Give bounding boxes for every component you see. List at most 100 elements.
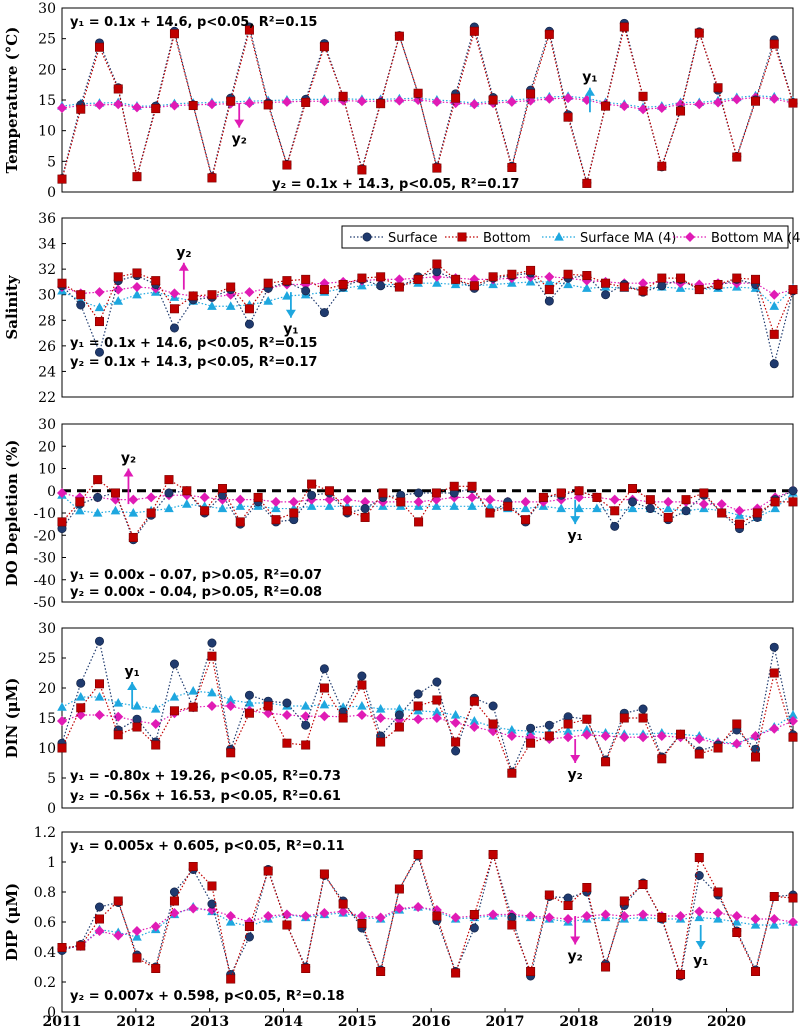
series-bottom [57,22,798,188]
y-tick-label: 0.4 [34,945,56,961]
bottom-ma-point [57,716,67,726]
trend-arrow-head [178,262,189,271]
trend-arrow-label: y₂ [568,767,583,783]
bottom-ma-point [188,903,199,914]
bottom-point [282,160,292,170]
bottom-ma-point [769,914,780,924]
surface-point [628,497,638,507]
surface-point [488,701,498,711]
bottom-point [338,713,348,723]
y-tick-label: 0 [47,1005,56,1021]
surface-ma-point [75,505,85,515]
surface-point [207,899,217,909]
series-bottom-ma [57,271,798,303]
trend-arrow-label: y₂ [568,949,583,965]
surface-ma-line [61,281,794,309]
surface-point [610,521,620,531]
surface-ma-point [469,716,480,725]
y-axis-label: DIN (μM) [3,678,21,759]
bottom-point [582,882,592,892]
surface-line [61,487,794,541]
surface-ma-point [110,505,121,515]
surface-ma-line [61,690,794,744]
panel-din: 0 5 10 15 20 25 30 DIN (μM) y₁ y₂ y₁ = -0.80x + 19… [3,621,798,817]
bottom-point [582,178,592,188]
bottom-point [146,508,156,518]
bottom-point [657,912,667,922]
y-tick-label: 5 [47,771,56,787]
bottom-point [76,290,86,300]
bottom-ma-point [450,717,461,728]
bottom-point [357,918,367,928]
surface-ma-point [788,710,798,719]
y2-trend-arrow: y₂ [121,451,136,505]
bottom-point [488,272,498,282]
bottom-ma-point [467,492,478,503]
panel-do_depletion: -50 -40 -30 -20 -10 0 10 20 30 DO Depletion (%) y₁… [3,417,798,611]
regression-equation-y1: y₁ = 0.005x + 0.605, p<0.05, R²=0.11 [70,839,345,854]
bottom-point [413,701,423,711]
surface-point [207,638,217,648]
bottom-ma-point [342,494,353,505]
surface-ma-point [627,503,638,513]
bottom-point [657,161,667,171]
bottom-point [563,719,573,729]
bottom-ma-point [263,911,274,921]
bottom-point [694,28,704,38]
bottom-ma-point [300,911,311,921]
bottom-ma-point [319,96,330,107]
y-axis-label: DO Depletion (%) [3,440,21,587]
bottom-point [188,101,198,111]
bottom-point [451,274,461,284]
y1-trend-arrow: y₁ [283,292,299,338]
legend-marker [362,232,372,242]
surface-line [61,852,794,979]
surface-point [94,347,104,357]
bottom-point [394,884,404,894]
bottom-point [132,722,142,732]
surface-point [563,893,573,903]
bottom-ma-point [731,738,742,749]
surface-point [414,488,424,498]
bottom-point [556,488,566,498]
bottom-ma-line [61,705,794,745]
bottom-point [619,282,629,292]
bottom-ma-point [488,726,499,737]
bottom-ma-point [394,903,405,914]
surface-ma-point [164,503,174,513]
series-bottom-ma [57,902,798,954]
bottom-ma-point [146,492,157,503]
surface-point [645,504,655,514]
surface-ma-point [182,499,192,508]
bottom-point [582,271,592,281]
bottom-point [451,737,461,747]
bottom-point [526,265,536,275]
bottom-point [357,165,367,175]
surface-point [244,319,254,329]
bottom-ma-point [356,710,367,720]
y-tick-label: 36 [38,211,56,227]
bottom-point [244,25,254,35]
bottom-ma-point [360,496,371,507]
bottom-ma-point [520,496,531,507]
surface-ma-point [574,503,584,513]
bottom-point [563,269,573,279]
trend-arrow-label: y₁ [693,953,708,969]
surface-point [301,286,311,296]
y-tick-label: 15 [38,93,56,109]
surface-ma-point [713,914,723,923]
bottom-point [732,927,742,937]
bottom-point [94,914,104,924]
bottom-ma-point [394,274,405,285]
bottom-ma-point [431,96,442,107]
surface-point [319,308,329,318]
surface-ma-point [94,302,105,312]
bottom-ma-point [225,701,236,711]
bottom-point [788,732,798,742]
surface-point [469,923,479,933]
surface-point [169,887,179,897]
bottom-point [526,89,536,99]
surface-point [432,677,442,687]
bottom-point [788,285,798,295]
bottom-point [301,963,311,973]
